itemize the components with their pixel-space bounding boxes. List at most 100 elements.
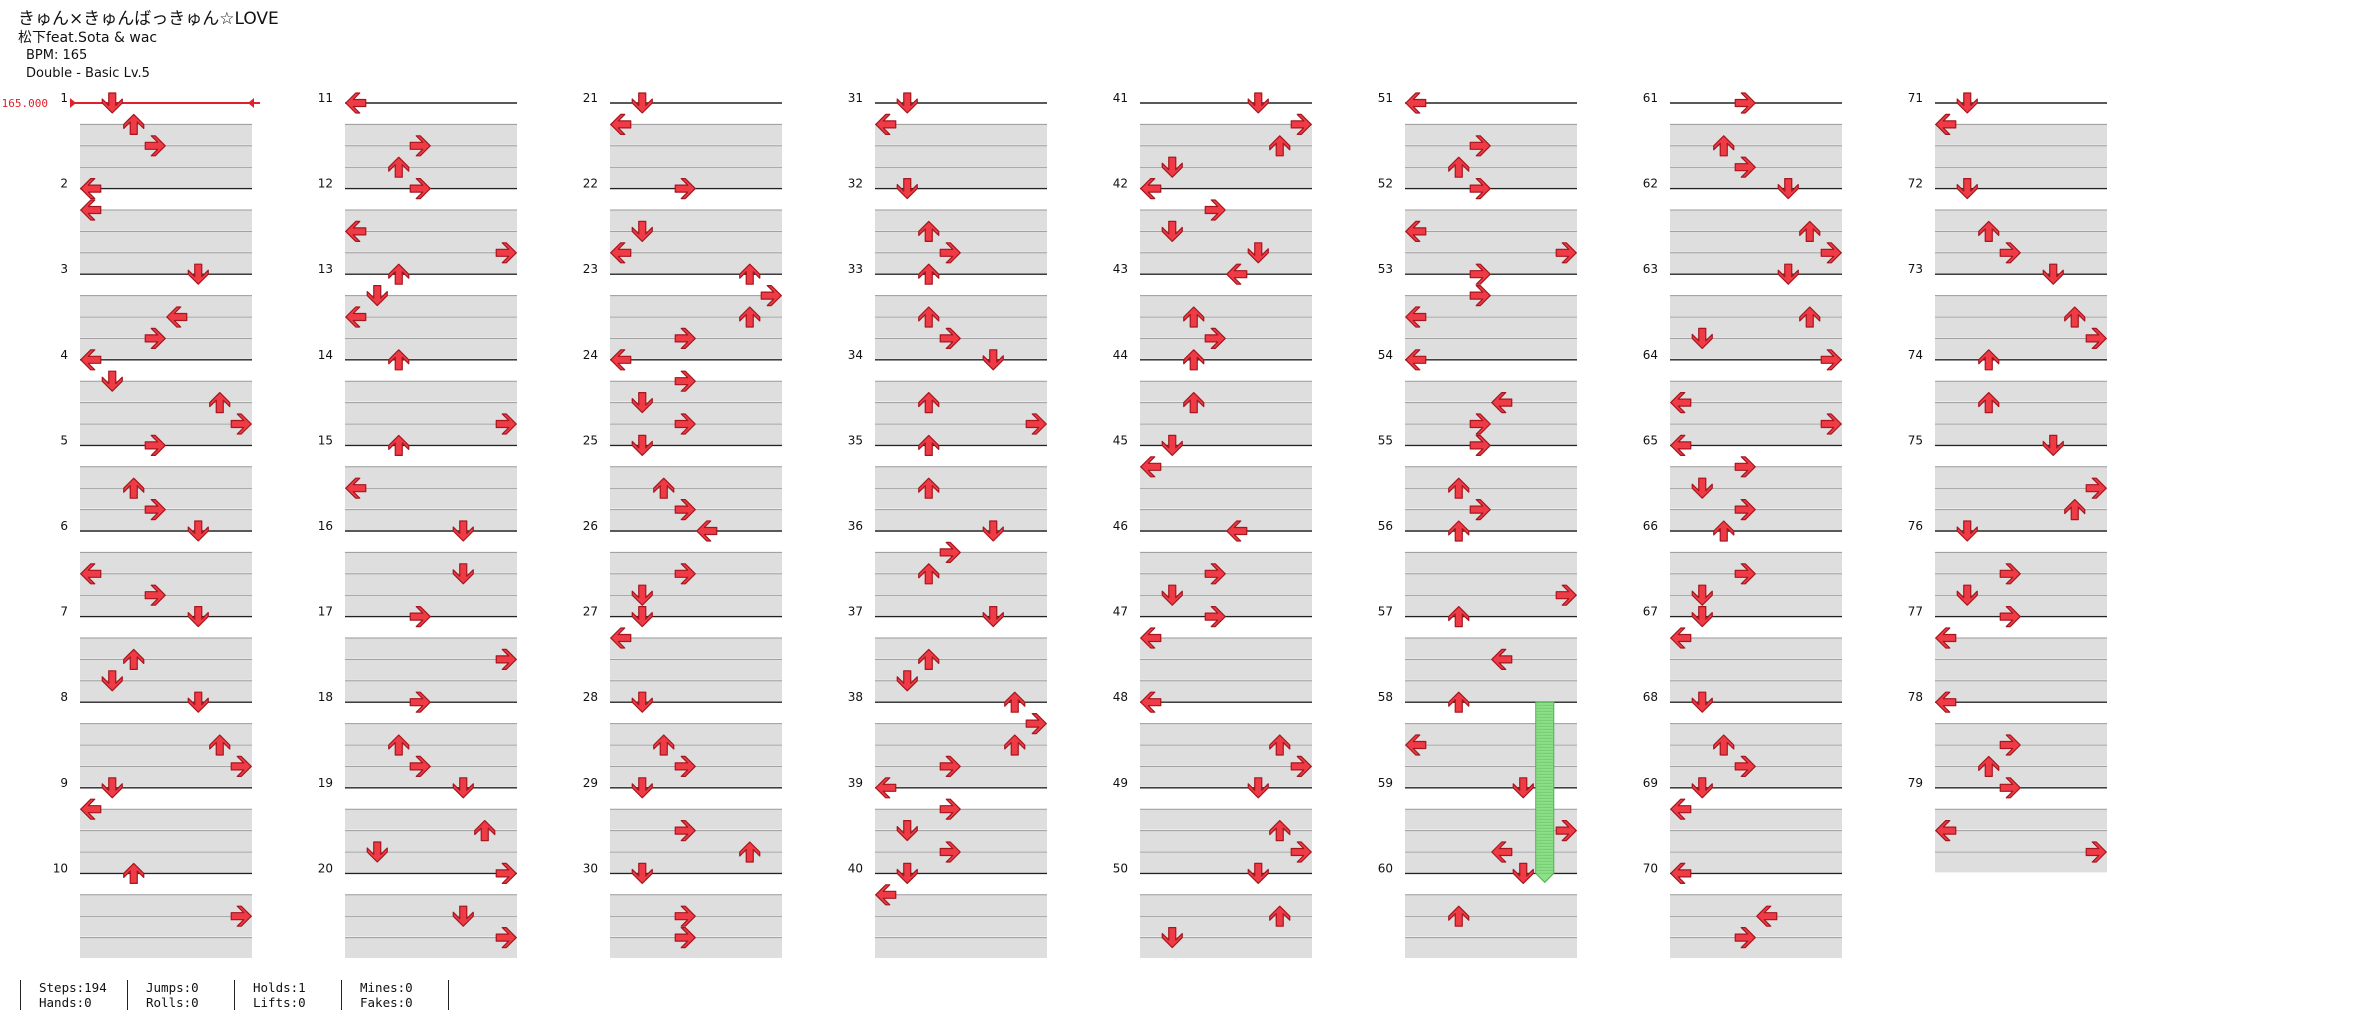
beat-row-shade (1935, 830, 2107, 851)
beat-row-shade (875, 894, 1047, 916)
beat-row-shade (1935, 317, 2107, 338)
stat-group-mines: Mines:0 Fakes:0 (341, 980, 413, 1010)
measure-61: 61 (1643, 91, 1842, 188)
measure-79: 79 (1908, 776, 2107, 873)
beat-row-shade (345, 595, 517, 616)
beat-row-shade (1140, 402, 1312, 423)
beat-row-shade (875, 595, 1047, 616)
beat-row-shade (345, 659, 517, 680)
measure-number: 69 (1643, 776, 1658, 790)
beat-row-shade (1140, 723, 1312, 744)
beat-row-shade (1405, 830, 1577, 851)
arrow-down-icon (452, 905, 474, 927)
measure-73: 73 (1908, 262, 2107, 359)
beat-row-shade (1405, 937, 1577, 958)
beat-row-shade (80, 680, 252, 702)
beat-row-shade (1935, 124, 2107, 145)
beat-row-shade (1935, 509, 2107, 530)
beat-row-shade (1935, 167, 2107, 188)
arrow-down-icon (187, 263, 209, 285)
measure-number: 21 (583, 91, 598, 105)
arrow-up-icon (1978, 392, 2000, 414)
beat-row-shade (1140, 894, 1312, 916)
arrow-left-icon (80, 563, 102, 585)
measure-number: 74 (1908, 348, 1923, 362)
measure-number: 19 (318, 776, 333, 790)
beat-row-shade (80, 167, 252, 188)
arrow-left-icon (1670, 862, 1692, 885)
measure-41: 41 (1113, 91, 1312, 188)
measure-63: 63 (1643, 262, 1842, 359)
arrow-up-icon (388, 734, 410, 756)
arrow-right-icon (674, 926, 696, 949)
arrow-right-icon (939, 242, 961, 264)
beat-row-shade (1670, 680, 1842, 702)
arrow-right-icon (1469, 434, 1491, 456)
beat-row-shade (1140, 852, 1312, 873)
measure-number: 43 (1113, 262, 1128, 276)
arrow-left-icon (610, 349, 632, 371)
arrow-right-icon (1820, 413, 1842, 435)
arrow-down-icon (452, 777, 474, 799)
beat-row-shade (610, 338, 782, 359)
beat-row-shade (1935, 680, 2107, 702)
measure-number: 64 (1643, 348, 1658, 362)
beat-row-shade (1670, 317, 1842, 338)
arrow-up-icon (474, 819, 496, 842)
arrow-right-icon (1469, 135, 1491, 157)
beat-row-shade (1670, 723, 1842, 744)
arrow-down-icon (631, 691, 653, 713)
beat-row-shade (875, 145, 1047, 167)
beat-row-shade (1140, 466, 1312, 488)
beat-row-shade (80, 937, 252, 958)
beat-row-shade (1670, 509, 1842, 530)
measure-number: 57 (1378, 605, 1393, 619)
measure-number: 14 (318, 348, 333, 362)
measure-number: 60 (1378, 861, 1393, 875)
arrow-left-icon (1226, 263, 1248, 285)
measure-number: 63 (1643, 262, 1658, 276)
measure-number: 56 (1378, 519, 1393, 533)
arrow-right-icon (230, 905, 252, 927)
arrow-left-icon (1935, 691, 1957, 713)
beat-row-shade (875, 210, 1047, 231)
beat-row-shade (610, 252, 782, 274)
beat-row-shade (1405, 809, 1577, 830)
beat-row-shade (345, 145, 517, 167)
mines-count: Mines:0 (360, 980, 413, 995)
beat-row-shade (875, 916, 1047, 937)
beat-row-shade (1670, 659, 1842, 680)
beat-row-shade (80, 338, 252, 359)
arrow-up-icon (653, 477, 675, 499)
measure-number: 68 (1643, 690, 1658, 704)
arrow-down-icon (1691, 691, 1713, 713)
beat-row-shade (345, 295, 517, 316)
arrow-down-icon (187, 520, 209, 542)
arrow-up-icon (1799, 306, 1821, 328)
beat-row-shade (1405, 766, 1577, 787)
arrow-right-icon (1999, 777, 2021, 799)
arrow-left-icon (1756, 905, 1778, 927)
beat-row-shade (610, 210, 782, 231)
arrow-down-icon (101, 670, 123, 692)
measure-number: 62 (1643, 177, 1658, 191)
beat-row-shade (345, 766, 517, 787)
arrow-down-icon (1956, 520, 1978, 542)
beat-row-shade (875, 167, 1047, 188)
beat-row-shade (1935, 595, 2107, 616)
beat-row-shade (610, 381, 782, 402)
beat-row-shade (1140, 745, 1312, 766)
measure-3: 3 (60, 262, 252, 359)
beat-row-shade (1670, 552, 1842, 573)
beat-row-shade (345, 552, 517, 573)
measure-number: 39 (848, 776, 863, 790)
measure-42: 42 (1113, 177, 1312, 274)
measure-39: 39 (848, 776, 1047, 873)
arrow-up-icon (388, 349, 410, 371)
arrow-down-icon (631, 777, 653, 799)
arrow-down-icon (631, 92, 653, 114)
arrow-down-icon (1247, 92, 1269, 114)
measure-67: 67 (1643, 605, 1842, 702)
measure-6: 6 (60, 519, 252, 616)
beat-row-shade (1935, 381, 2107, 402)
